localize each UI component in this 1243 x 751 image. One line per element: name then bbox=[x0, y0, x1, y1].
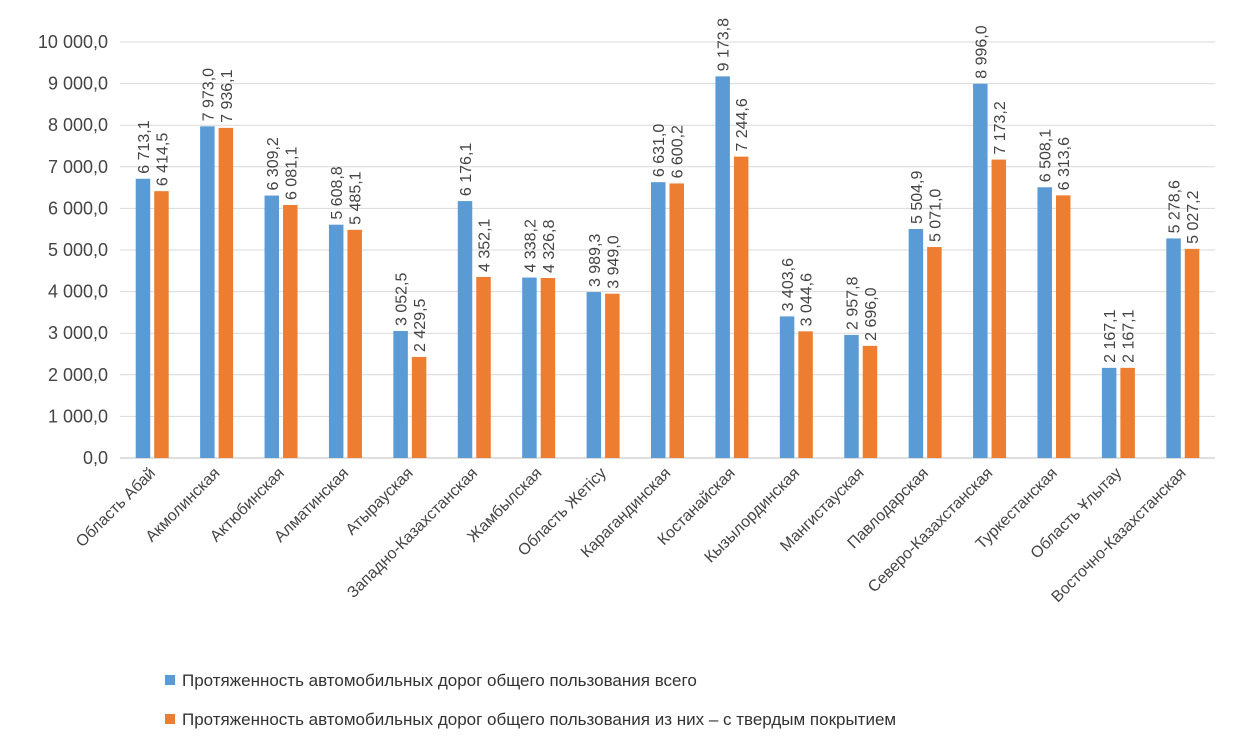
bar-paved bbox=[991, 159, 1007, 458]
data-label-total: 6 309,2 bbox=[265, 137, 282, 190]
data-label-total: 6 631,0 bbox=[651, 124, 668, 177]
data-label-paved: 7 244,6 bbox=[734, 98, 751, 151]
y-tick-label: 5 000,0 bbox=[48, 240, 108, 260]
bars bbox=[135, 76, 1200, 459]
y-axis: 0,0 1 000,0 2 000,0 3 000,0 4 000,0 5 000,0 6 … bbox=[38, 32, 108, 468]
data-label-total: 4 338,2 bbox=[522, 219, 539, 272]
data-label-paved: 3 044,6 bbox=[799, 273, 816, 326]
bar-total bbox=[1037, 187, 1052, 458]
bar-total bbox=[1166, 238, 1181, 458]
bar-total bbox=[844, 334, 859, 458]
bar-paved bbox=[283, 205, 298, 458]
bar-paved bbox=[540, 278, 556, 458]
data-label-paved: 6 414,5 bbox=[154, 133, 171, 186]
data-label-total: 7 973,0 bbox=[200, 68, 217, 121]
bar-paved bbox=[1120, 367, 1135, 458]
data-label-total: 2 167,1 bbox=[1102, 309, 1119, 362]
bar-paved bbox=[347, 229, 362, 458]
legend-label-paved: Протяженность автомобильных дорог общего… bbox=[182, 710, 896, 729]
bar-total bbox=[457, 201, 473, 459]
data-label-total: 5 504,9 bbox=[909, 171, 926, 224]
data-label-total: 3 403,6 bbox=[780, 258, 797, 311]
y-tick-label: 6 000,0 bbox=[48, 198, 108, 218]
data-label-paved: 6 600,2 bbox=[670, 125, 687, 178]
y-tick-label: 10 000,0 bbox=[38, 32, 108, 52]
bar-total bbox=[715, 76, 730, 458]
bar-total bbox=[328, 224, 344, 458]
data-label-total: 5 278,6 bbox=[1167, 180, 1184, 233]
bar-paved bbox=[1055, 195, 1071, 458]
data-label-total: 5 608,8 bbox=[329, 166, 346, 219]
bar-total bbox=[1101, 367, 1117, 458]
bar-paved bbox=[411, 356, 427, 458]
data-label-paved: 3 949,0 bbox=[605, 235, 622, 288]
y-tick-label: 2 000,0 bbox=[48, 365, 108, 385]
legend: Протяженность автомобильных дорог общего… bbox=[165, 671, 896, 729]
legend-swatch-paved bbox=[165, 714, 175, 724]
data-labels: 6 713,1 6 414,5 7 973,0 7 936,1 6 309,2 6 081… bbox=[136, 18, 1202, 363]
bar-paved bbox=[1184, 248, 1200, 458]
bar-total bbox=[522, 277, 537, 458]
data-label-paved: 2 167,1 bbox=[1121, 309, 1138, 362]
bar-paved bbox=[862, 345, 878, 458]
bar-paved bbox=[154, 191, 169, 458]
y-tick-label: 3 000,0 bbox=[48, 323, 108, 343]
bar-paved bbox=[605, 293, 620, 458]
y-tick-label: 9 000,0 bbox=[48, 74, 108, 94]
bar-total bbox=[908, 228, 924, 458]
data-label-total: 2 957,8 bbox=[844, 276, 861, 329]
y-tick-label: 7 000,0 bbox=[48, 157, 108, 177]
data-label-paved: 5 071,0 bbox=[927, 189, 944, 242]
data-label-total: 8 996,0 bbox=[973, 25, 990, 78]
bar-total bbox=[200, 126, 215, 459]
bar-paved bbox=[476, 276, 491, 458]
bar-paved bbox=[927, 247, 942, 458]
data-label-total: 3 989,3 bbox=[587, 234, 604, 287]
bar-total bbox=[973, 83, 988, 458]
bar-total bbox=[651, 182, 666, 459]
bar-paved bbox=[669, 183, 684, 458]
data-label-paved: 5 485,1 bbox=[348, 171, 365, 224]
y-tick-label: 1 000,0 bbox=[48, 406, 108, 426]
data-label-paved: 5 027,2 bbox=[1185, 190, 1202, 243]
bar-total bbox=[135, 178, 151, 458]
data-label-total: 3 052,5 bbox=[394, 273, 411, 326]
data-label-paved: 7 173,2 bbox=[992, 101, 1009, 154]
data-label-paved: 7 936,1 bbox=[219, 69, 236, 122]
bar-paved bbox=[218, 127, 234, 458]
data-label-paved: 6 081,1 bbox=[283, 147, 300, 200]
data-label-paved: 4 326,8 bbox=[541, 220, 558, 273]
bar-total bbox=[586, 292, 602, 458]
data-label-paved: 4 352,1 bbox=[477, 218, 494, 271]
data-label-paved: 2 696,0 bbox=[863, 287, 880, 340]
y-tick-label: 8 000,0 bbox=[48, 115, 108, 135]
bar-total bbox=[393, 331, 408, 458]
legend-swatch-total bbox=[165, 675, 175, 685]
data-label-total: 9 173,8 bbox=[716, 18, 733, 71]
bar-total bbox=[264, 195, 280, 458]
data-label-total: 6 176,1 bbox=[458, 143, 475, 196]
y-tick-label: 0,0 bbox=[83, 448, 108, 468]
data-label-paved: 6 313,6 bbox=[1056, 137, 1073, 190]
y-tick-label: 4 000,0 bbox=[48, 282, 108, 302]
legend-label-total: Протяженность автомобильных дорог общего… bbox=[182, 671, 697, 690]
gridlines bbox=[120, 41, 1215, 459]
bar-paved bbox=[798, 331, 813, 458]
bar-total bbox=[779, 316, 795, 458]
bar-paved bbox=[733, 156, 749, 458]
data-label-paved: 2 429,5 bbox=[412, 298, 429, 351]
data-label-total: 6 508,1 bbox=[1038, 129, 1055, 182]
data-label-total: 6 713,1 bbox=[136, 120, 153, 173]
